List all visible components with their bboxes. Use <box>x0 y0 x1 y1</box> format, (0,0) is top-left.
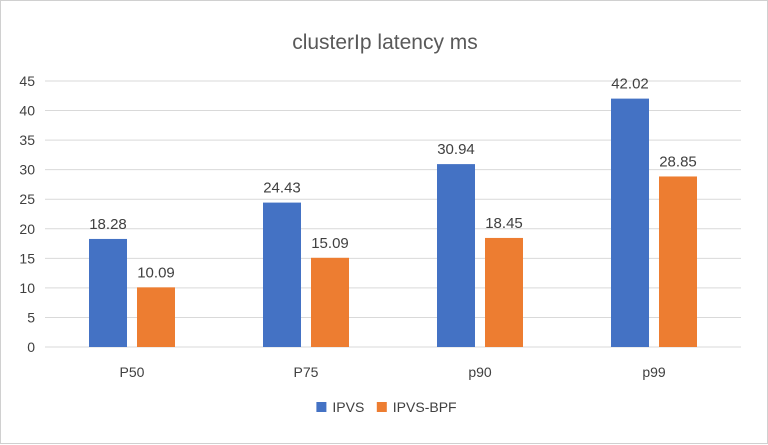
y-tick-label: 25 <box>19 191 35 207</box>
bar <box>311 257 349 347</box>
bar <box>611 98 649 347</box>
bar <box>485 237 523 347</box>
y-tick-label: 30 <box>19 162 35 178</box>
y-tick-label: 15 <box>19 250 35 266</box>
bar <box>659 176 697 347</box>
legend: IPVS IPVS-BPF <box>316 399 457 415</box>
legend-label: IPVS-BPF <box>393 399 457 415</box>
x-tick-label: P50 <box>120 364 145 380</box>
y-tick-label: 45 <box>19 73 35 89</box>
legend-label: IPVS <box>332 399 364 415</box>
y-tick-label: 10 <box>19 280 35 296</box>
legend-swatch <box>376 402 387 412</box>
bar <box>89 238 127 347</box>
y-tick-label: 0 <box>27 339 35 355</box>
data-label: 30.94 <box>437 141 475 158</box>
x-tick-label: p99 <box>642 364 666 380</box>
y-tick-label: 5 <box>27 309 35 325</box>
x-tick-label: P75 <box>294 364 319 380</box>
chart-title: clusterIp latency ms <box>292 31 478 54</box>
y-axis: 0 5 10 15 20 25 30 35 40 45 <box>19 73 35 355</box>
bar <box>263 202 301 347</box>
data-label: 10.09 <box>137 264 175 281</box>
data-label: 28.85 <box>659 153 697 170</box>
bar <box>437 164 475 347</box>
x-axis: P50 P75 p90 p99 <box>120 364 666 380</box>
bars <box>89 98 697 347</box>
data-label: 18.45 <box>485 215 523 232</box>
data-labels: 18.28 10.09 24.43 15.09 30.94 18.45 42.02 28.85 <box>89 76 697 282</box>
x-tick-label: p90 <box>468 364 492 380</box>
y-tick-label: 40 <box>19 103 35 119</box>
bar <box>137 287 175 347</box>
data-label: 42.02 <box>611 76 649 93</box>
y-tick-label: 20 <box>19 221 35 237</box>
y-tick-label: 35 <box>19 132 35 148</box>
data-label: 15.09 <box>311 235 349 252</box>
data-label: 24.43 <box>263 180 301 197</box>
legend-swatch <box>316 402 327 412</box>
data-label: 18.28 <box>89 216 127 233</box>
